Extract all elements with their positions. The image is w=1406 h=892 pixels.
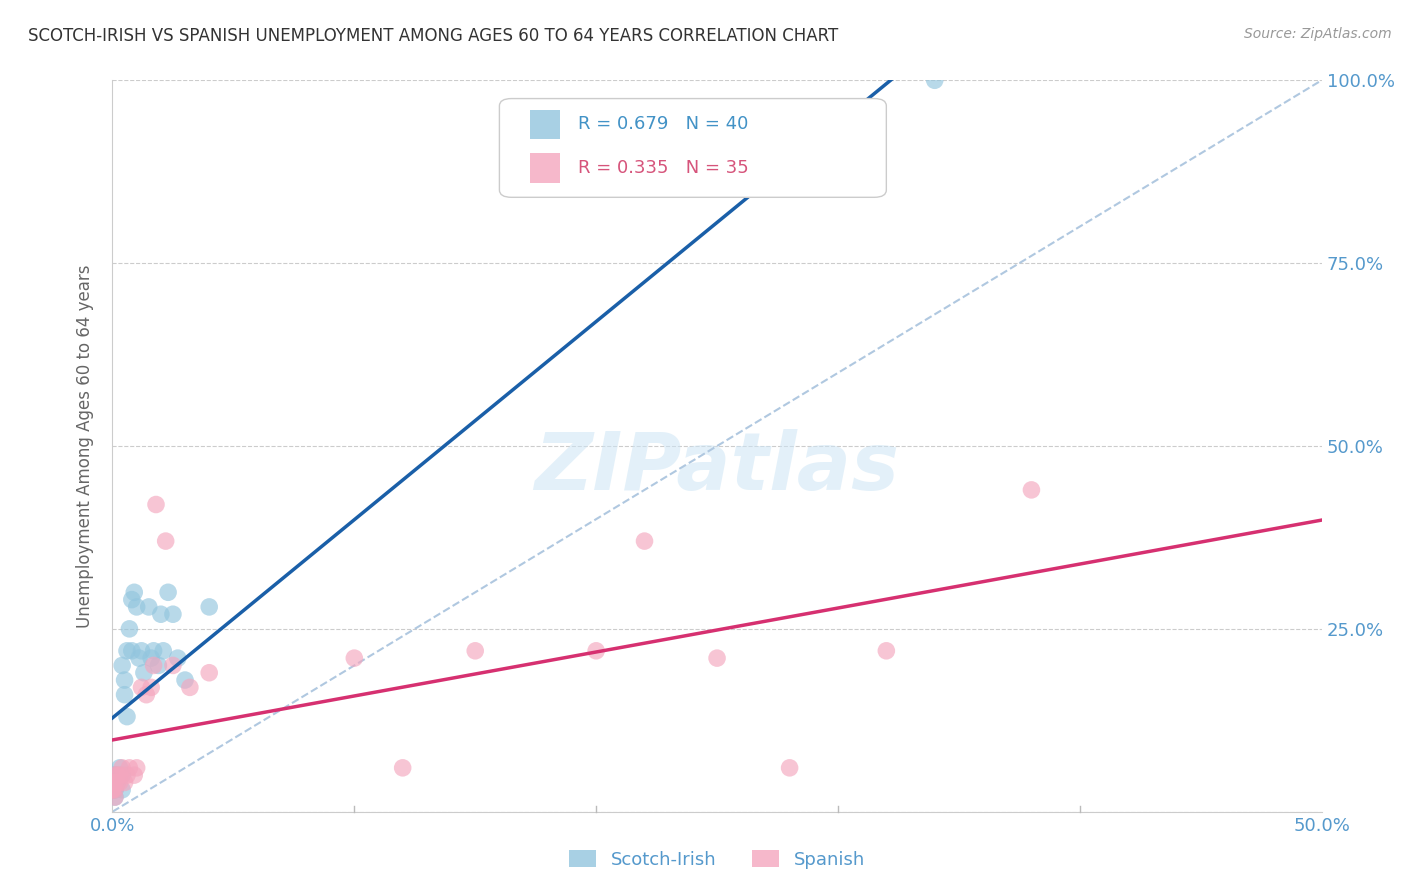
Point	[391, 761, 413, 775]
Point	[152, 644, 174, 658]
Point	[155, 534, 177, 549]
Point	[128, 651, 150, 665]
Point	[114, 673, 136, 687]
Point	[198, 599, 221, 614]
Point	[108, 775, 131, 789]
Point	[101, 775, 124, 789]
Text: ZIPatlas: ZIPatlas	[534, 429, 900, 507]
Point	[115, 768, 138, 782]
Point	[132, 665, 155, 680]
Text: R = 0.679   N = 40: R = 0.679 N = 40	[578, 115, 748, 133]
Point	[779, 761, 801, 775]
Point	[174, 673, 197, 687]
Point	[148, 658, 170, 673]
Point	[145, 498, 167, 512]
Point	[157, 585, 180, 599]
Point	[162, 607, 184, 622]
Point	[101, 782, 124, 797]
Point	[633, 534, 655, 549]
Point	[118, 622, 141, 636]
Point	[108, 768, 131, 782]
Point	[105, 775, 128, 789]
Point	[111, 782, 134, 797]
Point	[104, 775, 127, 789]
Point	[101, 782, 124, 797]
Point	[162, 658, 184, 673]
Point	[131, 681, 153, 695]
Legend: Scotch-Irish, Spanish: Scotch-Irish, Spanish	[562, 843, 872, 876]
Point	[105, 768, 128, 782]
Point	[141, 681, 163, 695]
Point	[343, 651, 366, 665]
Point	[104, 775, 127, 789]
Point	[111, 658, 134, 673]
Point	[115, 644, 138, 658]
Point	[104, 775, 127, 789]
Point	[114, 688, 136, 702]
FancyBboxPatch shape	[499, 99, 886, 197]
Point	[125, 761, 148, 775]
Point	[1021, 483, 1043, 497]
Bar	[530, 153, 560, 183]
Point	[121, 592, 143, 607]
Text: SCOTCH-IRISH VS SPANISH UNEMPLOYMENT AMONG AGES 60 TO 64 YEARS CORRELATION CHART: SCOTCH-IRISH VS SPANISH UNEMPLOYMENT AMO…	[28, 27, 838, 45]
Point	[138, 599, 160, 614]
Point	[108, 761, 131, 775]
Point	[104, 790, 127, 805]
Point	[142, 658, 165, 673]
Point	[105, 775, 128, 789]
Y-axis label: Unemployment Among Ages 60 to 64 years: Unemployment Among Ages 60 to 64 years	[76, 264, 94, 628]
Point	[924, 73, 946, 87]
Point	[142, 644, 165, 658]
Point	[105, 768, 128, 782]
Point	[179, 681, 201, 695]
Point	[121, 644, 143, 658]
Point	[198, 665, 221, 680]
Point	[101, 782, 124, 797]
Point	[122, 585, 145, 599]
Point	[464, 644, 486, 658]
Point	[875, 644, 897, 658]
Point	[114, 775, 136, 789]
Point	[149, 607, 172, 622]
Text: Source: ZipAtlas.com: Source: ZipAtlas.com	[1244, 27, 1392, 41]
Point	[104, 782, 127, 797]
Point	[115, 709, 138, 723]
Point	[125, 599, 148, 614]
Point	[104, 790, 127, 805]
Point	[111, 761, 134, 775]
Point	[104, 768, 127, 782]
Point	[104, 782, 127, 797]
Point	[122, 768, 145, 782]
Point	[141, 651, 163, 665]
Bar	[530, 110, 560, 139]
Point	[104, 768, 127, 782]
Text: R = 0.335   N = 35: R = 0.335 N = 35	[578, 159, 749, 177]
Point	[585, 644, 607, 658]
Point	[101, 782, 124, 797]
Point	[166, 651, 188, 665]
Point	[111, 768, 134, 782]
Point	[104, 782, 127, 797]
Point	[101, 775, 124, 789]
Point	[104, 768, 127, 782]
Point	[706, 651, 728, 665]
Point	[135, 688, 157, 702]
Point	[131, 644, 153, 658]
Point	[118, 761, 141, 775]
